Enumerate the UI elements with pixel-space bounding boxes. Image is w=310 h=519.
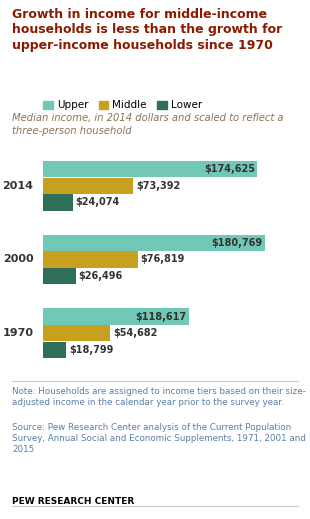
Text: $73,392: $73,392 [136,181,180,191]
Bar [43,325,110,342]
Bar [43,161,257,177]
Text: $18,799: $18,799 [69,345,113,355]
Text: $26,496: $26,496 [78,271,122,281]
Text: $118,617: $118,617 [135,311,186,322]
Bar [43,342,66,358]
Text: Note: Households are assigned to income tiers based on their size-
adjusted inco: Note: Households are assigned to income … [12,387,306,407]
Text: $54,682: $54,682 [113,328,157,338]
Bar [43,194,73,211]
Text: Growth in income for middle-income
households is less than the growth for
upper-: Growth in income for middle-income house… [12,8,283,52]
Bar [43,251,138,268]
Text: PEW RESEARCH CENTER: PEW RESEARCH CENTER [12,497,135,506]
Text: $180,769: $180,769 [211,238,263,248]
Text: Median income, in 2014 dollars and scaled to reflect a
three-person household: Median income, in 2014 dollars and scale… [12,113,284,135]
Bar [43,235,265,251]
Text: $24,074: $24,074 [75,197,120,208]
Text: 1970: 1970 [2,328,33,338]
Text: $174,625: $174,625 [204,164,255,174]
Text: Source: Pew Research Center analysis of the Current Population
Survey, Annual So: Source: Pew Research Center analysis of … [12,423,306,454]
Text: 2014: 2014 [2,181,33,191]
Bar [43,308,189,325]
Text: 2000: 2000 [3,254,33,265]
Legend: Upper, Middle, Lower: Upper, Middle, Lower [43,100,202,111]
Text: $76,819: $76,819 [140,254,184,265]
Bar [43,177,133,194]
Bar [43,268,76,284]
